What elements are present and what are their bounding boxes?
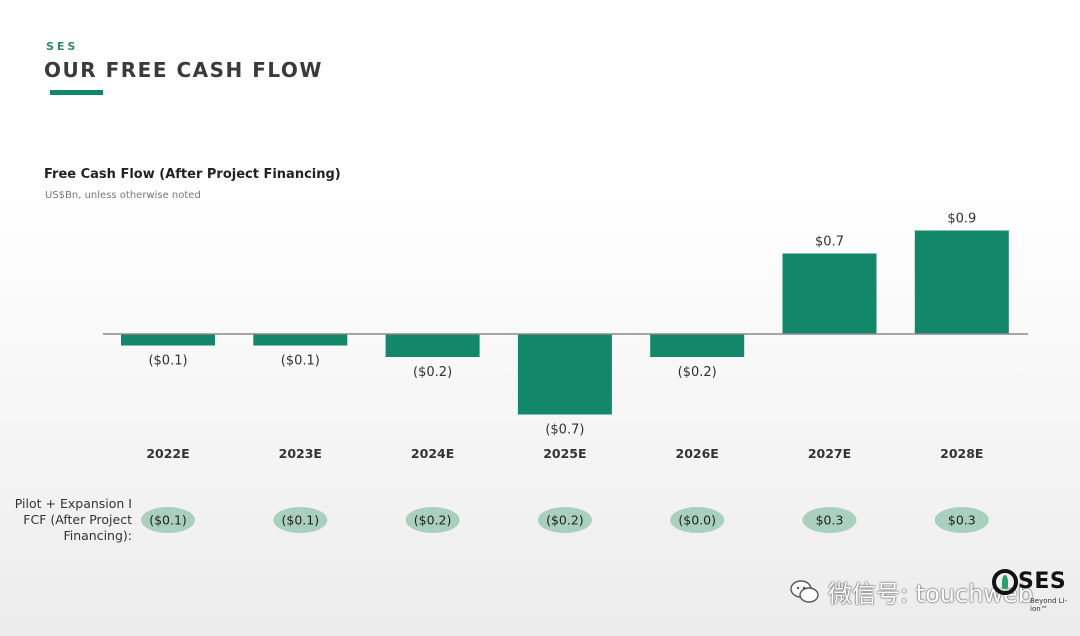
bar — [517, 334, 612, 415]
free-cash-flow-chart: ($0.1) 2022E ($0.1) ($0.1) 2023E ($0.1) ($0.2)… — [103, 212, 1028, 533]
bar — [253, 334, 348, 346]
pilot-value-pill — [273, 507, 328, 533]
logo-tagline: Beyond Li-ion™ — [1030, 597, 1068, 613]
pilot-value-label: ($0.2) — [546, 513, 584, 528]
wechat-icon — [790, 579, 819, 603]
bar — [782, 253, 877, 334]
bar — [650, 334, 745, 357]
bar — [914, 230, 1009, 334]
x-tick-label: 2022E — [146, 446, 189, 461]
pilot-value-pill — [802, 507, 857, 533]
title-underline — [50, 90, 103, 95]
bar-data-label: ($0.1) — [281, 354, 320, 369]
chart-subtitle: US$Bn, unless otherwise noted — [45, 190, 201, 201]
bar-data-label: ($0.1) — [148, 354, 187, 369]
chart-title: Free Cash Flow (After Project Financing) — [44, 167, 341, 182]
pilot-row-label-line: Pilot + Expansion I — [14, 496, 132, 511]
bar-data-label: $0.9 — [947, 212, 976, 227]
brand-label: SES — [46, 40, 79, 53]
x-tick-label: 2026E — [676, 446, 719, 461]
logo-wordmark: SES — [1018, 569, 1067, 594]
pilot-value-pill — [670, 507, 725, 533]
pilot-value-label: ($0.1) — [149, 513, 187, 528]
bar — [385, 334, 480, 357]
pilot-value-label: $0.3 — [948, 513, 976, 528]
pilot-value-label: $0.3 — [816, 513, 844, 528]
pilot-value-pill — [537, 507, 592, 533]
pilot-row-label-line: FCF (After Project — [23, 512, 132, 527]
bar-data-label: ($0.2) — [413, 365, 452, 380]
page-title: OUR FREE CASH FLOW — [44, 58, 323, 82]
pilot-value-label: ($0.2) — [414, 513, 452, 528]
pilot-row-label-line: Financing): — [63, 528, 132, 543]
x-tick-label: 2024E — [411, 446, 454, 461]
logo-leaf-icon — [1002, 575, 1008, 589]
pilot-value-label: ($0.1) — [282, 513, 320, 528]
pilot-value-pill — [141, 507, 195, 533]
x-tick-label: 2027E — [808, 446, 851, 461]
x-tick-label: 2023E — [279, 446, 322, 461]
x-tick-label: 2028E — [940, 446, 983, 461]
x-tick-label: 2025E — [543, 446, 586, 461]
logo-ring-icon — [992, 569, 1018, 595]
bar-data-label: ($0.7) — [545, 423, 584, 438]
ses-logo: SES Beyond Li-ion™ — [988, 567, 1074, 613]
pilot-value-pill — [405, 507, 460, 533]
pilot-value-pill — [934, 507, 989, 533]
bar-data-label: ($0.2) — [678, 365, 717, 380]
pilot-value-label: ($0.0) — [678, 513, 716, 528]
bar — [121, 334, 215, 346]
pilot-row-label: Pilot + Expansion I FCF (After Project F… — [0, 496, 132, 544]
bar-data-label: $0.7 — [815, 235, 844, 250]
